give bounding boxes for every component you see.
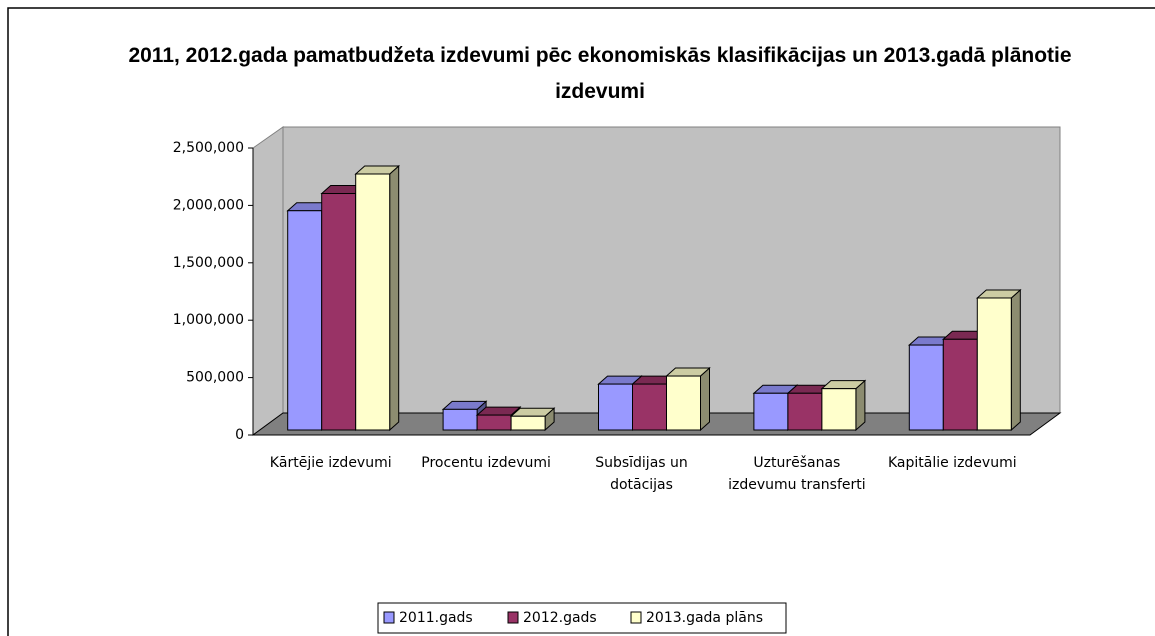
bar-front [753,392,789,431]
bar [475,405,522,432]
bar-front [598,383,633,431]
y-tick-label: 2,500,000 [173,140,244,156]
bar-front [476,414,512,431]
bar-front [666,375,701,431]
bar-side [1010,288,1021,432]
chart-title: 2011, 2012.gada pamatbudžeta izdevumi pē… [128,44,1072,103]
bar-front [355,173,391,431]
y-tick-label: 500,000 [186,370,244,386]
legend-label: 2013.gada plāns [646,610,763,626]
bar-front [942,338,978,431]
x-tick-label: Kārtējie izdevumi [269,455,392,471]
bar [975,288,1022,432]
bar-front [510,415,546,431]
bar-front [976,297,1012,431]
bar-front [787,392,823,431]
legend-label: 2011.gads [399,610,473,626]
x-tick-label: Procentu izdevumi [421,455,551,471]
side-wall [252,126,284,436]
bar-front [908,344,944,431]
y-tick-label: 1,500,000 [173,255,244,271]
bar-side [700,366,710,432]
legend-label: 2012.gads [523,610,597,626]
bar [665,366,711,432]
y-tick-label: 1,000,000 [173,312,244,328]
legend-swatch [630,611,642,624]
x-tick-label: Kapitālie izdevumi [887,455,1017,471]
y-tick-label: 0 [235,427,244,443]
bar [597,374,643,432]
bar-front [821,388,857,431]
x-tick-label: Subsīdijas un dotācijas [595,455,688,493]
bar-front [321,193,357,431]
bar-front [287,210,323,431]
bar [820,379,867,432]
bar-front [442,408,478,431]
legend [377,602,787,634]
bar-front [632,383,667,431]
bar [354,164,401,432]
bar-side [389,164,400,432]
bar [509,407,556,432]
legend-swatch [383,611,395,624]
y-tick-label: 2,000,000 [173,197,244,213]
x-tick-label: Uzturēšanas izdevumu transferti [728,455,866,493]
legend-swatch [507,611,519,624]
